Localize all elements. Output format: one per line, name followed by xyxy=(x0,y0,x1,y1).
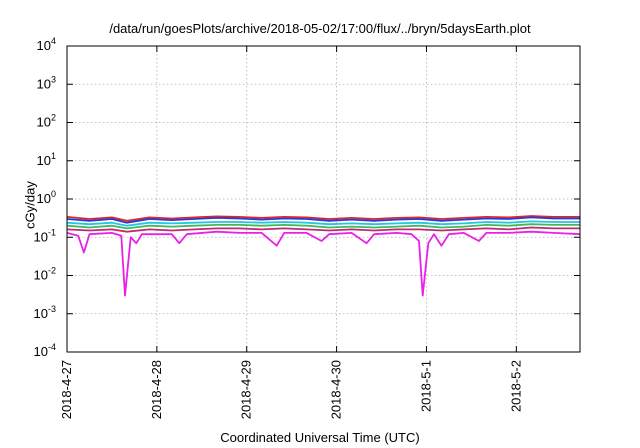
y-tick-label: 10-4 xyxy=(34,342,56,359)
y-tick-label: 103 xyxy=(37,74,56,91)
series-line-1 xyxy=(66,215,580,222)
series-line-6 xyxy=(66,230,581,297)
series-line-3 xyxy=(66,220,580,227)
y-tick-label: 100 xyxy=(37,189,56,206)
axis-layer: 10-4 10-3 10-2 10-1 100 101 102 103 104 2018-4-27… xyxy=(34,36,580,419)
x-tick-label: 2018-4-28 xyxy=(149,360,164,419)
series-line-4 xyxy=(66,223,580,230)
y-tick-label: 102 xyxy=(37,113,56,130)
y-tick-label: 10-1 xyxy=(34,227,56,244)
grid-layer xyxy=(67,46,580,352)
x-tick-label: 2018-5-2 xyxy=(508,360,523,412)
y-tick-label: 10-2 xyxy=(34,266,56,283)
y-tick-label: 10-3 xyxy=(34,304,56,321)
series-line-5 xyxy=(66,226,580,233)
y-tick-label: 101 xyxy=(37,151,56,168)
series-layer xyxy=(66,215,581,297)
x-tick-label: 2018-4-29 xyxy=(239,360,254,419)
x-tick-label: 2018-4-27 xyxy=(59,360,74,419)
x-tick-label: 2018-5-1 xyxy=(418,360,433,412)
x-axis-label: Coordinated Universal Time (UTC) xyxy=(220,430,420,445)
series-line-2 xyxy=(66,216,580,224)
x-tick-label: 2018-4-30 xyxy=(329,360,344,419)
y-tick-label: 104 xyxy=(37,36,56,53)
chart-title: /data/run/goesPlots/archive/2018-05-02/1… xyxy=(109,21,531,36)
